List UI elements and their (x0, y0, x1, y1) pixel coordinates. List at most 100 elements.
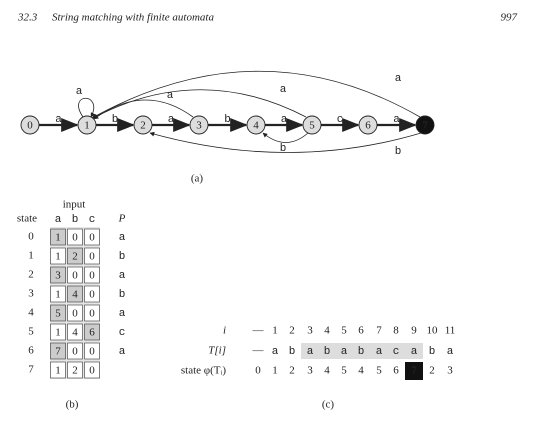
pattern-char: a (119, 346, 126, 358)
index: 9 (411, 325, 417, 337)
edge-label: a (167, 90, 174, 102)
row-state: 4 (28, 307, 34, 319)
text-char: a (272, 346, 279, 358)
edge-label: b (112, 114, 119, 126)
match-highlight (301, 343, 423, 359)
state-node (415, 115, 435, 135)
cell-value: 1 (55, 327, 61, 339)
state-node (133, 115, 153, 135)
text-char: a (411, 346, 418, 358)
index: — (252, 325, 265, 337)
text-char: a (447, 346, 454, 358)
row-state: 7 (28, 364, 34, 376)
edge-label: a (168, 114, 175, 126)
back-edge (91, 70, 421, 119)
cell-value: 0 (89, 270, 95, 282)
state-value: 1 (272, 365, 278, 377)
cell (50, 228, 66, 246)
edge-label: b (280, 143, 287, 155)
edge-label: b (224, 114, 231, 126)
pattern-char: b (119, 251, 126, 263)
row-state: 1 (28, 250, 34, 262)
text-char: b (324, 346, 331, 358)
state-value: 6 (393, 365, 399, 377)
cell (67, 266, 83, 284)
cell-value: 0 (89, 232, 95, 244)
cell (67, 304, 83, 322)
state-node (358, 115, 378, 135)
index: 5 (341, 325, 347, 337)
index: 3 (307, 325, 313, 337)
state-value: 5 (376, 365, 382, 377)
pattern-char: a (119, 270, 126, 282)
cell-value: 0 (89, 365, 95, 377)
text-char: a (307, 346, 314, 358)
state-value: 3 (447, 365, 453, 377)
cell-value: 0 (89, 251, 95, 263)
back-edge (262, 132, 309, 143)
cell (50, 342, 66, 360)
column-header: b (72, 214, 79, 226)
cell (84, 228, 100, 246)
state-label: 3 (196, 120, 202, 132)
index: 7 (376, 325, 382, 337)
cell (50, 247, 66, 265)
state-node (302, 115, 322, 135)
cell-value: 4 (72, 327, 78, 339)
row-state: 0 (28, 231, 34, 243)
text-char: b (289, 346, 296, 358)
pattern-char: b (119, 289, 126, 301)
cell (84, 304, 100, 322)
page-number: 997 (501, 12, 518, 24)
state-label: state (17, 213, 37, 225)
cell-value: 2 (72, 365, 78, 377)
row-label: state φ(Tᵢ) (181, 365, 226, 377)
back-edge (92, 89, 307, 119)
cell (50, 361, 66, 379)
cell (50, 266, 66, 284)
state-value: 5 (341, 365, 347, 377)
state-value: 3 (307, 365, 313, 377)
row-state: 6 (28, 345, 34, 357)
edge-label: a (76, 86, 83, 98)
pattern-char: a (119, 232, 126, 244)
column-header: c (89, 214, 96, 226)
cell (67, 228, 83, 246)
state-label: 4 (253, 120, 259, 132)
cell-value: 1 (55, 251, 61, 263)
state-value: 4 (324, 365, 330, 377)
index: 2 (289, 325, 295, 337)
row-label: i (223, 325, 226, 337)
cell (67, 342, 83, 360)
cell (50, 304, 66, 322)
text-char: a (376, 346, 383, 358)
state-label: 1 (84, 120, 90, 132)
state-node (20, 115, 40, 135)
edge-label: a (393, 114, 400, 126)
pattern-char: a (119, 308, 126, 320)
index: 8 (393, 325, 399, 337)
accept-highlight (405, 362, 423, 380)
cell (84, 285, 100, 303)
edge-label: b (395, 146, 402, 158)
state-value: 2 (289, 365, 295, 377)
cell (67, 323, 83, 341)
state-value: 7 (411, 365, 417, 377)
state-label: 6 (365, 120, 371, 132)
index: 11 (445, 325, 456, 337)
edge-label: c (337, 114, 344, 126)
input-label: input (63, 199, 86, 211)
cell-value: 7 (55, 346, 61, 358)
cell (67, 285, 83, 303)
row-state: 5 (28, 326, 34, 338)
index: 6 (358, 325, 364, 337)
state-label: 0 (27, 120, 33, 132)
state-node (246, 115, 266, 135)
cell-value: 1 (55, 289, 61, 301)
cell-value: 0 (89, 346, 95, 358)
cell-value: 0 (72, 346, 78, 358)
state-label: 5 (309, 120, 315, 132)
cell-value: 0 (72, 270, 78, 282)
row-state: 3 (28, 288, 34, 300)
cell (84, 342, 100, 360)
